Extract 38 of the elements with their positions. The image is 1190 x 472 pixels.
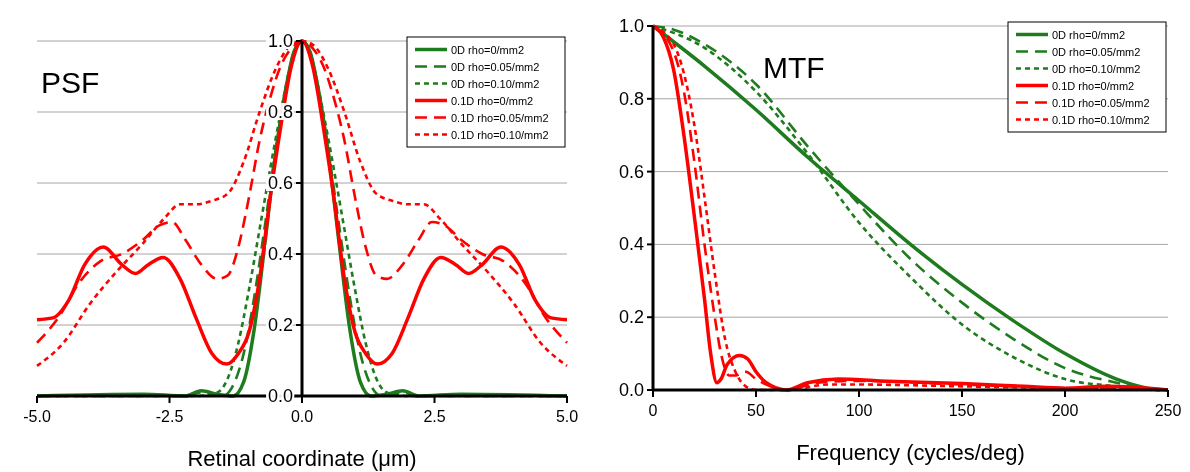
y-tick-label: 1.0 bbox=[267, 31, 293, 51]
legend-label: 0D rho=0.10/mm2 bbox=[451, 77, 540, 90]
x-tick-label: 250 bbox=[1154, 402, 1182, 419]
text: PSF bbox=[41, 66, 100, 99]
y-tick-label: 1.0 bbox=[618, 16, 644, 36]
legend-label: 0.1D rho=0.10/mm2 bbox=[451, 128, 549, 141]
legend-label: 0.1D rho=0/mm2 bbox=[1052, 79, 1135, 92]
x-tick-label: 2.5 bbox=[423, 408, 446, 425]
x-tick-label: 0 bbox=[648, 402, 658, 419]
y-tick-label: 0.8 bbox=[618, 88, 644, 109]
legend-label: 0D rho=0.10/mm2 bbox=[1052, 62, 1141, 75]
legend-label: 0.1D rho=0.05/mm2 bbox=[451, 111, 549, 124]
x-axis-title: Retinal coordinate (μm) bbox=[187, 446, 417, 471]
x-tick-label: 50 bbox=[747, 402, 765, 419]
y-tick-label: 0.2 bbox=[267, 315, 293, 335]
legend-label: 0D rho=0/mm2 bbox=[1052, 28, 1126, 41]
y-tick-label: 0.4 bbox=[267, 244, 293, 264]
x-tick-label: 5.0 bbox=[555, 408, 579, 425]
y-tick-label: 0.4 bbox=[618, 234, 644, 255]
legend-label: 0D rho=0.05/mm2 bbox=[1052, 45, 1141, 58]
legend-label: 0D rho=0.05/mm2 bbox=[451, 60, 540, 73]
x-tick-label: 200 bbox=[1051, 402, 1079, 419]
y-tick-label: 0.0 bbox=[267, 386, 293, 406]
legend-label: 0D rho=0/mm2 bbox=[451, 43, 525, 56]
legend-label: 0.1D rho=0.05/mm2 bbox=[1052, 96, 1150, 109]
legend-label: 0.1D rho=0.10/mm2 bbox=[1052, 113, 1150, 126]
y-tick-label: 0.2 bbox=[618, 307, 644, 328]
x-tick-label: -5.0 bbox=[23, 408, 51, 425]
x-tick-label: 0.0 bbox=[290, 408, 314, 425]
x-tick-label: 150 bbox=[948, 402, 976, 419]
x-axis-title: Frequency (cycles/deg) bbox=[796, 440, 1025, 465]
legend-label: 0.1D rho=0/mm2 bbox=[451, 94, 534, 107]
x-tick-label: 100 bbox=[845, 402, 873, 419]
x-tick-label: -2.5 bbox=[155, 408, 184, 425]
text: MTF bbox=[763, 51, 825, 84]
y-tick-label: 0.0 bbox=[618, 380, 644, 400]
y-tick-label: 0.6 bbox=[618, 161, 644, 182]
y-tick-label: 0.6 bbox=[267, 173, 293, 193]
